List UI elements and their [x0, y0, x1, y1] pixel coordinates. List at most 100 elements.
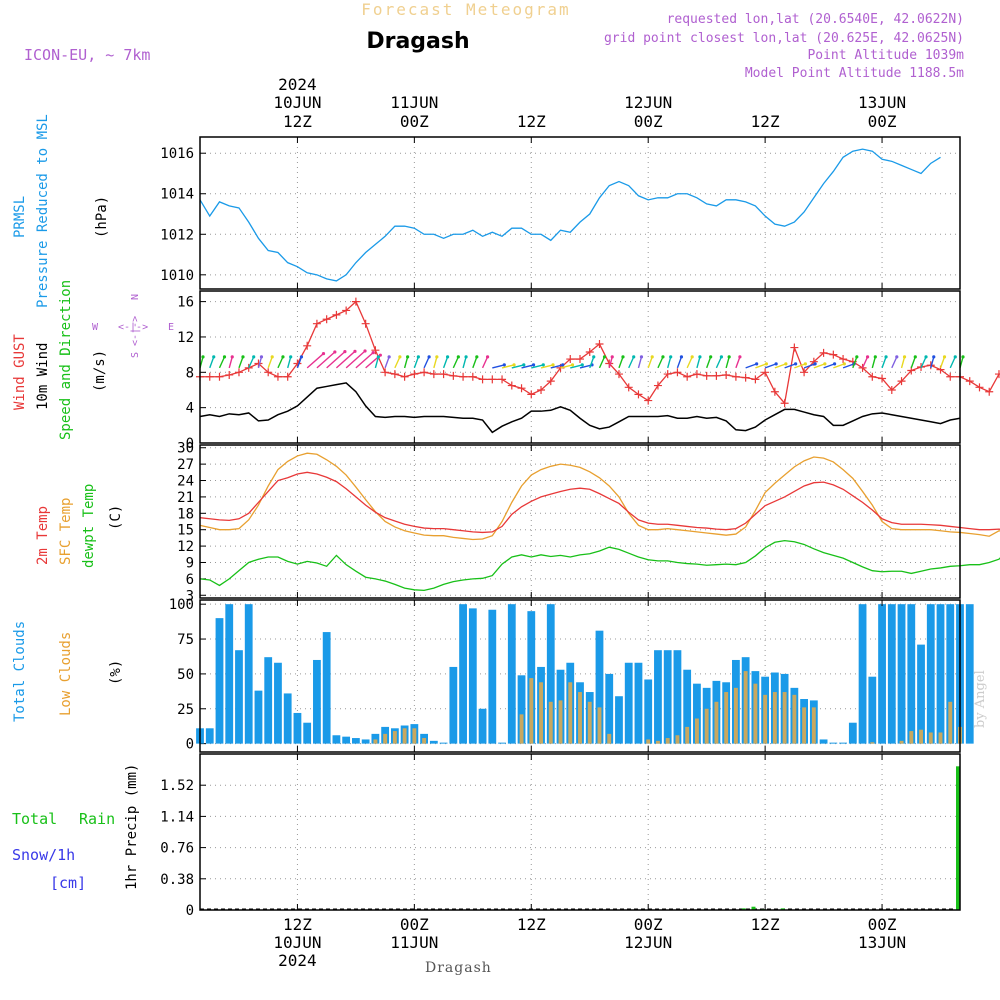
wind-direction-arrow	[481, 356, 489, 369]
wind-arrow-head	[855, 355, 859, 359]
low-cloud-bar	[548, 701, 553, 744]
top-axis-label: 00Z	[634, 112, 663, 131]
wind-arrow-head	[661, 355, 665, 359]
low-cloud-bar	[743, 671, 748, 744]
panel-pressure: 1010 1012 1014 1016	[160, 137, 960, 289]
gust-point	[478, 375, 487, 384]
wind-arrow-head	[738, 355, 742, 359]
gust-point	[459, 372, 468, 381]
wind-arrow-head	[698, 355, 702, 359]
compass-east: E	[168, 322, 174, 333]
low-cloud-bar	[373, 739, 378, 744]
wind-direction-arrow	[238, 356, 244, 369]
wind-arrow-head	[580, 363, 584, 367]
wind-arrow-head	[299, 355, 304, 359]
point-altitude: Point Altitude 1039m	[807, 48, 964, 63]
top-axis-label: 12Z	[283, 112, 312, 131]
low-cloud-bar	[772, 692, 777, 744]
wind-direction-arrow	[657, 356, 664, 369]
wind-arrow-head	[755, 362, 759, 366]
wind-direction-arrow	[628, 356, 635, 369]
wind-direction-arrow	[861, 356, 869, 369]
precip-unit: 1hr Precip (mm)	[124, 764, 140, 890]
gust-point	[673, 368, 682, 377]
temperature-ytick-label: 9	[186, 555, 194, 571]
wind-arrow-head	[259, 355, 264, 359]
total-cloud-bar	[663, 650, 672, 744]
total-cloud-bar	[965, 604, 974, 744]
wind-arrow-head	[333, 350, 337, 354]
wind-arrow-head	[363, 349, 367, 353]
wind-arrow-head	[475, 355, 479, 359]
wind-arrow-head	[427, 355, 431, 359]
total-cloud-bar	[654, 650, 662, 744]
gust-point	[351, 297, 360, 306]
pressure-ytick-label: 1014	[160, 187, 194, 203]
wind-arrow-head	[531, 363, 536, 367]
wind-direction-arrow	[248, 356, 255, 369]
total-cloud-bar	[254, 690, 263, 744]
gust-point	[790, 343, 799, 352]
wind-direction-arrow	[647, 356, 653, 369]
wind-arrow-head	[865, 355, 870, 359]
bottom-axis-label: 12Z	[751, 915, 780, 934]
gust-point	[381, 368, 390, 377]
gust-point	[234, 368, 243, 377]
gust-point	[205, 372, 214, 381]
total-cloud-bar	[907, 604, 916, 744]
wind-direction-arrow	[784, 363, 796, 369]
wind-arrow-head	[485, 355, 490, 359]
wind-arrow-head	[794, 362, 798, 366]
gust-point	[946, 372, 955, 381]
total-cloud-bar	[507, 604, 516, 744]
gust-point	[614, 370, 623, 379]
low-cloud-bar	[811, 707, 816, 744]
wind-direction-arrow	[871, 356, 876, 369]
dewpoint-line	[199, 539, 1000, 592]
wind-direction-arrow	[764, 363, 777, 369]
low-cloud-bar	[928, 732, 933, 744]
wind-ytick-label: 12	[177, 330, 194, 346]
total-cloud-bar	[546, 604, 555, 744]
wind-direction-arrow	[209, 356, 215, 369]
sfc-label: SFC Temp	[58, 498, 74, 565]
wind-arrow-head	[709, 355, 713, 359]
bottom-axis-label: 00Z	[868, 915, 897, 934]
low-cloud-bar	[422, 738, 427, 744]
gust-point	[449, 371, 458, 380]
gust-point	[264, 368, 273, 377]
wind-direction-arrow	[891, 356, 898, 369]
panel-frame	[199, 599, 961, 753]
total-cloud-bar	[605, 673, 614, 744]
low-cloud-bar	[539, 682, 543, 744]
wind-arrow-head	[230, 355, 234, 359]
low-cloud-bar	[753, 683, 758, 744]
sfc-temp-line	[199, 452, 1000, 541]
t2m-label: 2m Temp	[35, 506, 51, 565]
total-cloud-bar	[361, 739, 370, 744]
low-cloud-bar	[948, 701, 953, 744]
low-cloud-bar	[909, 731, 914, 744]
low-cloud-bar	[392, 731, 397, 744]
wind-arrow-head	[803, 362, 807, 366]
model-label: ICON-EU, ~ 7km	[24, 46, 150, 64]
bottom-axis-label: 00Z	[634, 915, 663, 934]
gust-point	[390, 370, 399, 379]
precip-cm-label: [cm]	[50, 874, 86, 892]
wind-arrow-head	[953, 355, 957, 359]
gust-point	[683, 372, 692, 381]
wind-arrow-head	[398, 355, 402, 359]
total-cloud-bar	[225, 604, 234, 744]
temperature-ytick-label: 18	[177, 506, 194, 522]
wind-direction-arrow	[706, 356, 712, 369]
total-cloud-bar	[887, 604, 896, 744]
bottom-axis-label: 13JUN	[858, 933, 906, 952]
total-cloud-bar	[858, 604, 867, 744]
wind-direction-arrow	[550, 364, 563, 369]
grid-point-coords: grid point closest lon,lat (20.625E, 42.…	[604, 31, 964, 46]
clouds-ytick-label: 50	[177, 667, 194, 683]
wind-arrow-head	[621, 355, 625, 359]
chart-panels: 1010101210141016048121636912151821242730…	[160, 136, 1000, 919]
gust-point	[800, 368, 809, 377]
total-cloud-bar	[264, 657, 273, 744]
